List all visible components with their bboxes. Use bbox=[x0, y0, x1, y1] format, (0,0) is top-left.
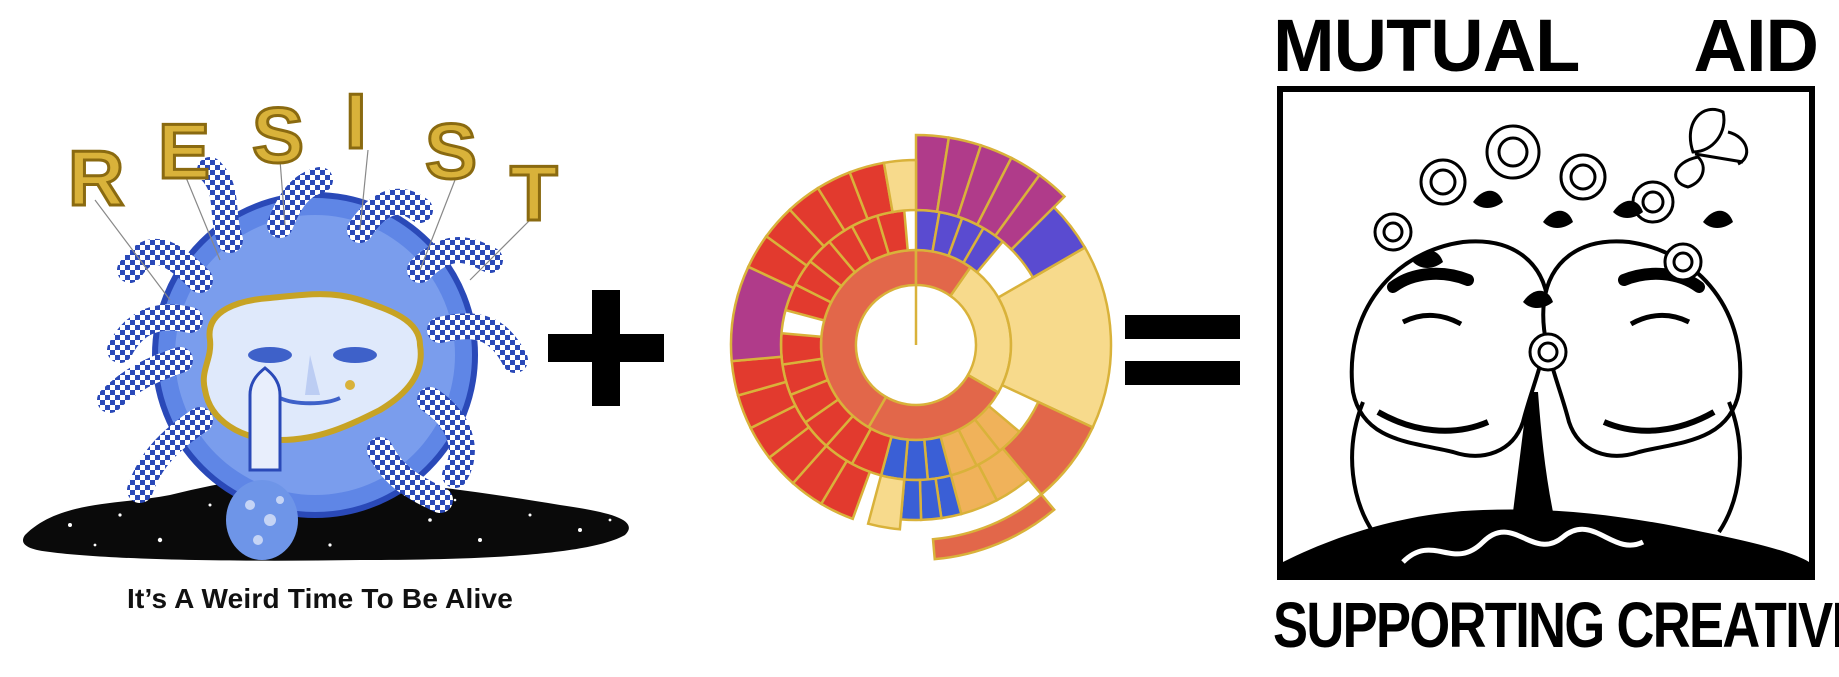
poster-subtitle: SUPPORTING CREATIVES bbox=[1273, 589, 1839, 661]
equals-icon bbox=[1125, 315, 1240, 385]
starry-ground bbox=[22, 475, 629, 561]
poster-title-word-2: AID bbox=[1693, 4, 1819, 87]
artwork-caption: It’s A Weird Time To Be Alive bbox=[127, 583, 513, 614]
sunburst-segment-42 bbox=[931, 492, 1056, 561]
balloon-letter-t: T bbox=[510, 149, 558, 237]
balloon-letter-s1: S bbox=[252, 91, 304, 179]
sunburst-segment-2 bbox=[948, 265, 1013, 395]
sunburst-segment-34 bbox=[1009, 205, 1087, 280]
plus-icon bbox=[548, 290, 664, 406]
butterfly bbox=[1674, 107, 1749, 189]
balloon-letter-i: I bbox=[345, 77, 367, 165]
resist-artwork: R E S I S T bbox=[22, 76, 629, 561]
sunburst-segment-41 bbox=[866, 473, 906, 531]
sunburst-segment-55 bbox=[882, 158, 918, 214]
balloon-letter-s2: S bbox=[425, 107, 477, 195]
poster-illustration-frame bbox=[1277, 86, 1815, 580]
sunburst-graphic bbox=[729, 133, 1113, 561]
rocket-smoke bbox=[226, 480, 298, 560]
leaves bbox=[1413, 190, 1733, 308]
checkered-tendrils bbox=[97, 157, 528, 513]
faces-roses-illustration bbox=[1283, 107, 1809, 574]
sunburst-segment-22 bbox=[779, 331, 824, 366]
poster-title-word-1: MUTUAL bbox=[1273, 4, 1580, 87]
balloon-letter-r: R bbox=[68, 134, 124, 222]
roses bbox=[1373, 124, 1703, 372]
poster-title: MUTUAL AID bbox=[1273, 4, 1819, 87]
balloon-letters: R E S I S T bbox=[67, 76, 560, 239]
sunburst-segment-10 bbox=[996, 245, 1113, 430]
balloon-letter-e: E bbox=[158, 107, 210, 195]
rocket bbox=[248, 366, 282, 472]
